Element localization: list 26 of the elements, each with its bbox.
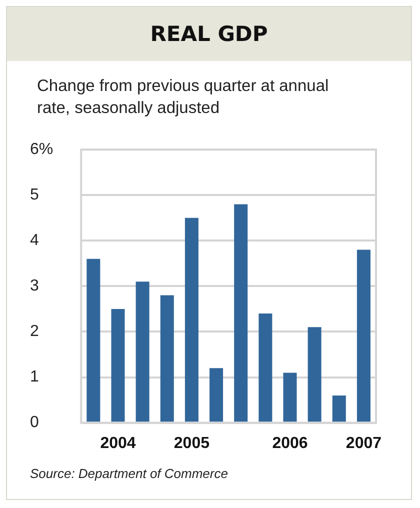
bar	[356, 250, 370, 422]
bar	[136, 282, 150, 422]
chart-title: REAL GDP	[7, 7, 411, 61]
y-tick-label: 6%	[30, 141, 54, 158]
bar	[283, 372, 297, 422]
x-tick-label: 2004	[100, 434, 136, 452]
chart-subtitle: Change from previous quarter at annual rate, seasonally adjusted	[37, 76, 330, 119]
bar	[234, 204, 248, 422]
x-tick-label: 2005	[174, 434, 210, 452]
y-tick-label: 2	[30, 323, 39, 340]
bar	[258, 314, 272, 422]
bar	[184, 218, 198, 422]
bar	[332, 395, 346, 422]
bar	[111, 308, 125, 422]
y-tick-label: 4	[30, 232, 39, 250]
bar	[308, 327, 322, 422]
y-tick-label: 5	[30, 186, 39, 204]
y-tick-label: 1	[30, 368, 39, 386]
x-tick-label: 2007	[346, 434, 382, 452]
bar	[210, 368, 224, 422]
y-tick-label: 0	[30, 414, 39, 432]
y-tick-label: 3	[30, 278, 39, 295]
source-note: Source: Department of Commerce	[30, 466, 228, 481]
bar	[160, 295, 174, 422]
bar	[86, 258, 100, 422]
x-tick-label: 2006	[272, 434, 308, 452]
